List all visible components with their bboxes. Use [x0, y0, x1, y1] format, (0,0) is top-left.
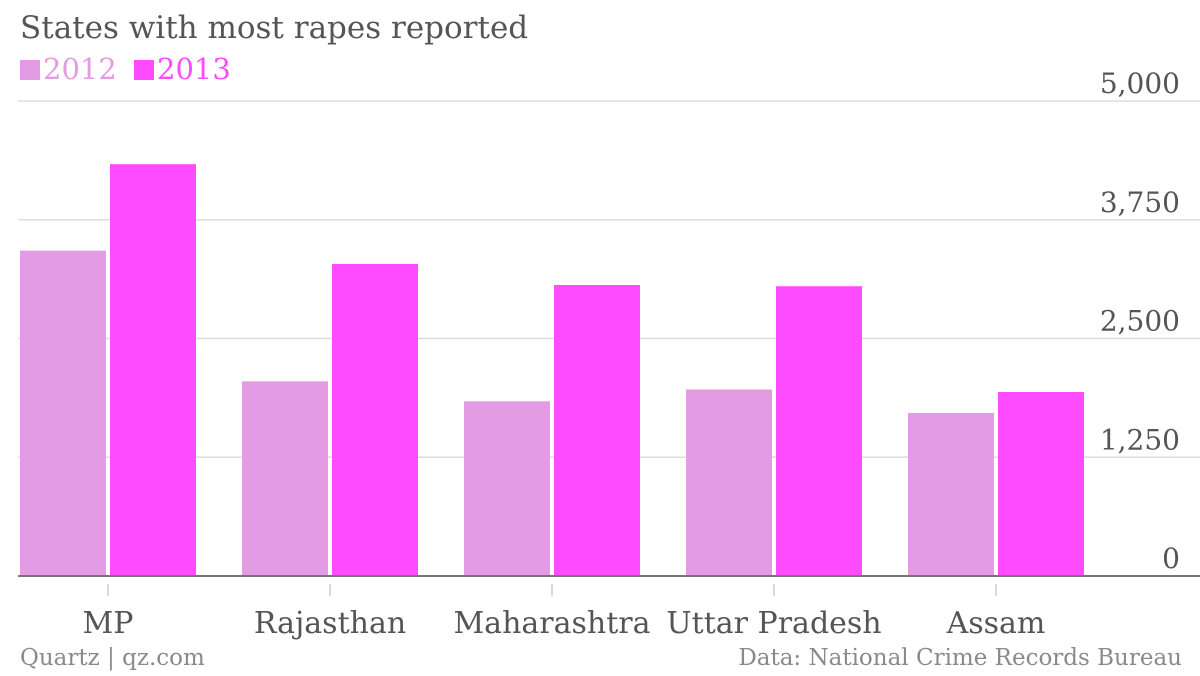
x-tick-label: Assam: [946, 606, 1046, 641]
bar-2012-assam: [908, 412, 994, 576]
bar-2013-assam: [998, 391, 1084, 576]
x-tick-label: Maharashtra: [453, 606, 650, 641]
bar-2012-maharashtra: [464, 401, 550, 576]
footer-source: Data: National Crime Records Bureau: [738, 645, 1182, 671]
bar-2013-rajasthan: [332, 263, 418, 576]
bar-2013-mp: [110, 164, 196, 577]
y-tick-label: 0: [1162, 542, 1180, 575]
y-tick-label: 3,750: [1100, 186, 1180, 219]
bar-2013-maharashtra: [554, 285, 640, 576]
x-tick-label: Rajasthan: [254, 606, 406, 641]
bar-2012-uttar-pradesh: [686, 389, 772, 576]
x-tick-label: MP: [83, 606, 134, 641]
legend: 2012 2013: [20, 52, 239, 86]
y-tick-label: 2,500: [1100, 305, 1180, 338]
y-tick-label: 5,000: [1100, 67, 1180, 100]
legend-label-2012: 2012: [43, 52, 117, 86]
x-tick-label: Uttar Pradesh: [666, 606, 881, 641]
bar-2012-mp: [20, 250, 106, 576]
legend-swatch-2013: [134, 60, 155, 80]
legend-item-2012: 2012: [20, 52, 126, 86]
legend-swatch-2012: [20, 60, 40, 80]
chart-title: States with most rapes reported: [20, 10, 529, 46]
bar-2013-uttar-pradesh: [776, 286, 862, 576]
bar-2012-rajasthan: [242, 381, 328, 576]
legend-item-2013: 2013: [134, 52, 231, 86]
legend-label-2013: 2013: [157, 52, 231, 86]
y-tick-label: 1,250: [1100, 423, 1180, 456]
footer-credit: Quartz | qz.com: [20, 645, 205, 671]
